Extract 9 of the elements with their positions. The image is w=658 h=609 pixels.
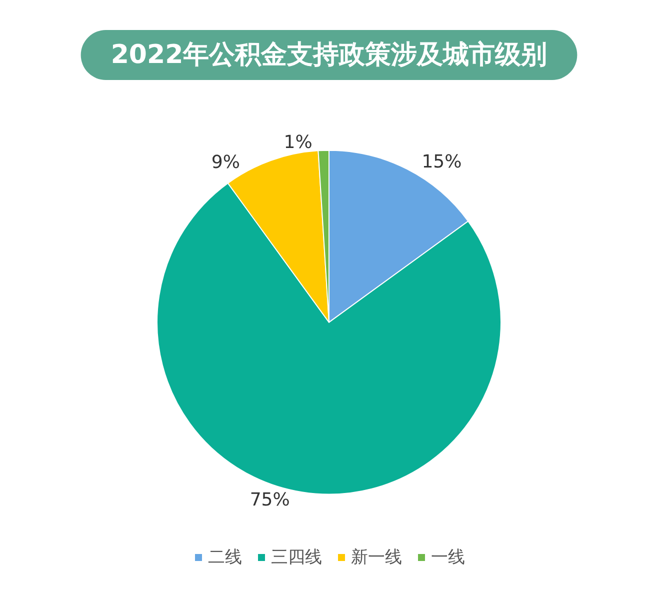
data-label: 75% [250,490,290,511]
chart-title: 2022年公积金支持政策涉及城市级别 [110,40,548,70]
data-label: 15% [422,151,462,172]
legend-label: 二线 [208,548,242,568]
legend-label: 三四线 [271,548,322,568]
data-label: 1% [284,132,312,153]
legend-label: 一线 [431,548,465,568]
data-label: 9% [211,152,240,173]
legend-label: 新一线 [351,548,402,568]
